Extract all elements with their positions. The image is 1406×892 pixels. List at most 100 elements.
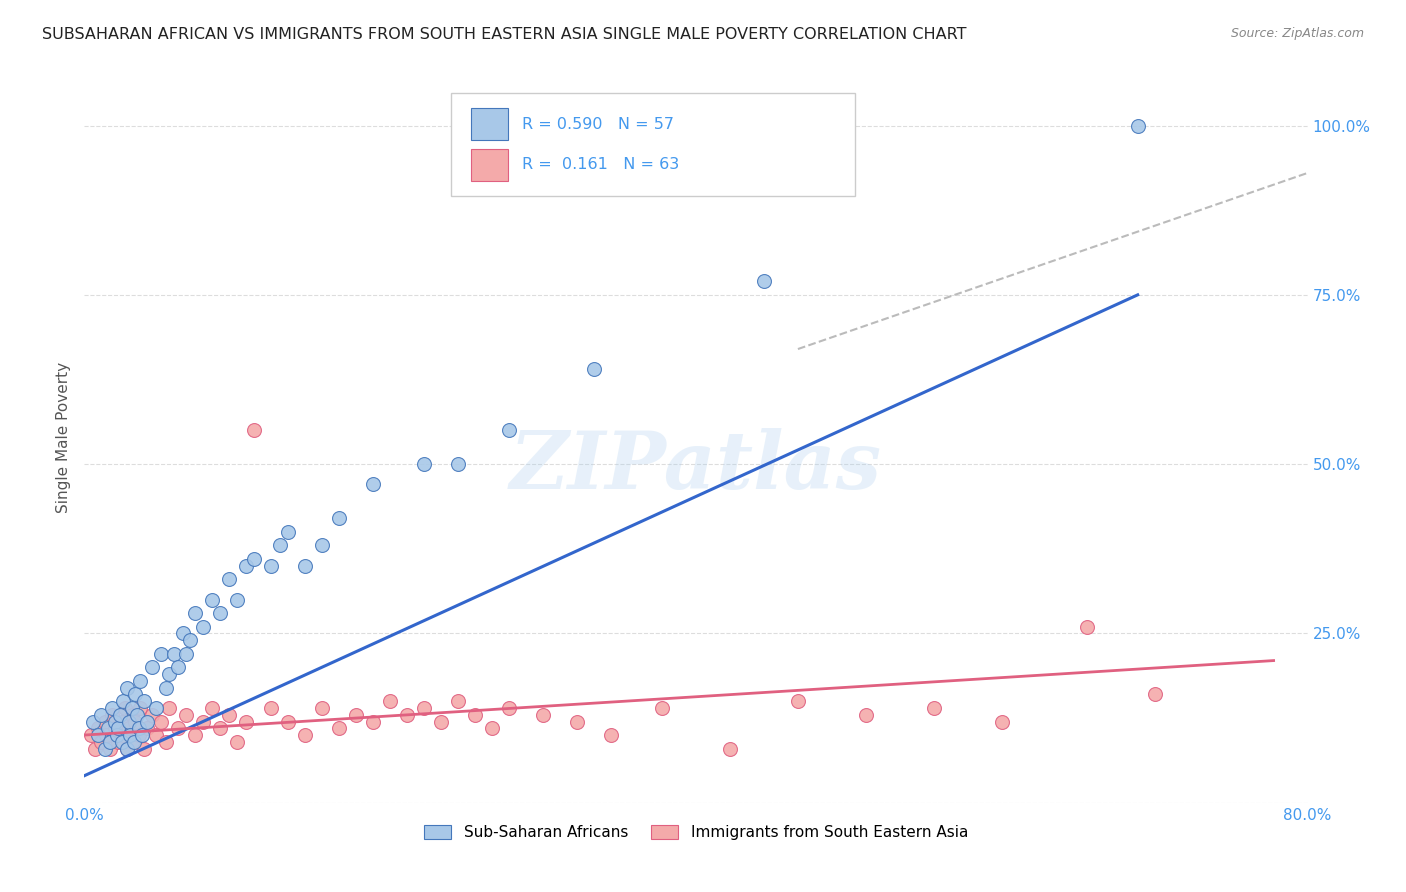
Point bbox=[83, 741, 105, 756]
Point bbox=[124, 688, 146, 702]
Point bbox=[93, 741, 115, 756]
Point bbox=[172, 626, 194, 640]
Point bbox=[129, 701, 152, 715]
Point bbox=[311, 701, 333, 715]
Point bbox=[498, 423, 520, 437]
Point bbox=[104, 721, 127, 735]
Point bbox=[277, 714, 299, 729]
Point bbox=[380, 694, 402, 708]
Point bbox=[121, 701, 143, 715]
Point bbox=[209, 606, 232, 620]
Point bbox=[163, 647, 186, 661]
Point bbox=[107, 735, 129, 749]
Point bbox=[105, 728, 128, 742]
Point bbox=[100, 707, 122, 722]
Point bbox=[174, 647, 197, 661]
Legend: Sub-Saharan Africans, Immigrants from South Eastern Asia: Sub-Saharan Africans, Immigrants from So… bbox=[418, 819, 974, 847]
Point bbox=[184, 606, 207, 620]
Text: SUBSAHARAN AFRICAN VS IMMIGRANTS FROM SOUTH EASTERN ASIA SINGLE MALE POVERTY COR: SUBSAHARAN AFRICAN VS IMMIGRANTS FROM SO… bbox=[42, 27, 967, 42]
Point bbox=[122, 735, 145, 749]
Point bbox=[157, 701, 180, 715]
Point bbox=[294, 728, 316, 742]
Point bbox=[361, 477, 384, 491]
Point bbox=[344, 707, 367, 722]
Point bbox=[155, 735, 177, 749]
Point bbox=[243, 552, 266, 566]
Point bbox=[157, 667, 180, 681]
Point bbox=[114, 701, 136, 715]
Point bbox=[201, 592, 224, 607]
Point bbox=[155, 681, 177, 695]
Point bbox=[115, 741, 138, 756]
Point bbox=[294, 558, 316, 573]
Point bbox=[122, 735, 145, 749]
Point bbox=[112, 694, 135, 708]
Point bbox=[96, 728, 118, 742]
Point bbox=[583, 362, 606, 376]
Point bbox=[218, 572, 240, 586]
Point bbox=[111, 735, 134, 749]
Point bbox=[991, 714, 1014, 729]
Point bbox=[260, 701, 283, 715]
Point bbox=[80, 728, 103, 742]
Point bbox=[149, 647, 172, 661]
Point bbox=[235, 714, 257, 729]
Point bbox=[361, 714, 384, 729]
Point bbox=[98, 735, 121, 749]
Point bbox=[97, 721, 120, 735]
Point bbox=[104, 714, 127, 729]
Point bbox=[100, 701, 122, 715]
Point bbox=[209, 721, 232, 735]
Point bbox=[1126, 119, 1149, 133]
Point bbox=[413, 701, 436, 715]
Point bbox=[112, 728, 135, 742]
Point bbox=[311, 538, 333, 552]
Point bbox=[107, 721, 129, 735]
Point bbox=[396, 707, 419, 722]
Bar bbox=[471, 108, 508, 140]
Point bbox=[128, 721, 150, 735]
Point bbox=[600, 728, 623, 742]
Point bbox=[115, 741, 138, 756]
Point bbox=[166, 660, 188, 674]
Point bbox=[269, 538, 291, 552]
Point bbox=[90, 707, 112, 722]
Point bbox=[855, 707, 877, 722]
Point bbox=[93, 714, 115, 729]
Point bbox=[108, 707, 131, 722]
Text: R =  0.161   N = 63: R = 0.161 N = 63 bbox=[522, 158, 679, 172]
Point bbox=[125, 707, 148, 722]
Point bbox=[149, 714, 172, 729]
Point bbox=[129, 673, 152, 688]
Point bbox=[90, 735, 112, 749]
Point bbox=[184, 728, 207, 742]
Point bbox=[179, 633, 201, 648]
Point bbox=[464, 707, 486, 722]
Point bbox=[565, 714, 588, 729]
Point bbox=[922, 701, 945, 715]
Point bbox=[124, 714, 146, 729]
Point bbox=[430, 714, 453, 729]
Point bbox=[87, 728, 110, 742]
Point bbox=[166, 721, 188, 735]
Point bbox=[447, 694, 470, 708]
Point bbox=[117, 714, 139, 729]
Point bbox=[1076, 620, 1098, 634]
Point bbox=[121, 707, 143, 722]
Point bbox=[193, 714, 215, 729]
Point bbox=[447, 457, 470, 471]
Point bbox=[718, 741, 741, 756]
Point bbox=[531, 707, 554, 722]
Point bbox=[193, 620, 215, 634]
Point bbox=[328, 721, 350, 735]
Point bbox=[498, 701, 520, 715]
Point bbox=[128, 728, 150, 742]
Point bbox=[115, 681, 138, 695]
Text: R = 0.590   N = 57: R = 0.590 N = 57 bbox=[522, 117, 675, 131]
Point bbox=[243, 423, 266, 437]
Point bbox=[141, 707, 163, 722]
Point bbox=[226, 735, 249, 749]
Point bbox=[111, 714, 134, 729]
Point bbox=[226, 592, 249, 607]
Point bbox=[752, 274, 775, 288]
